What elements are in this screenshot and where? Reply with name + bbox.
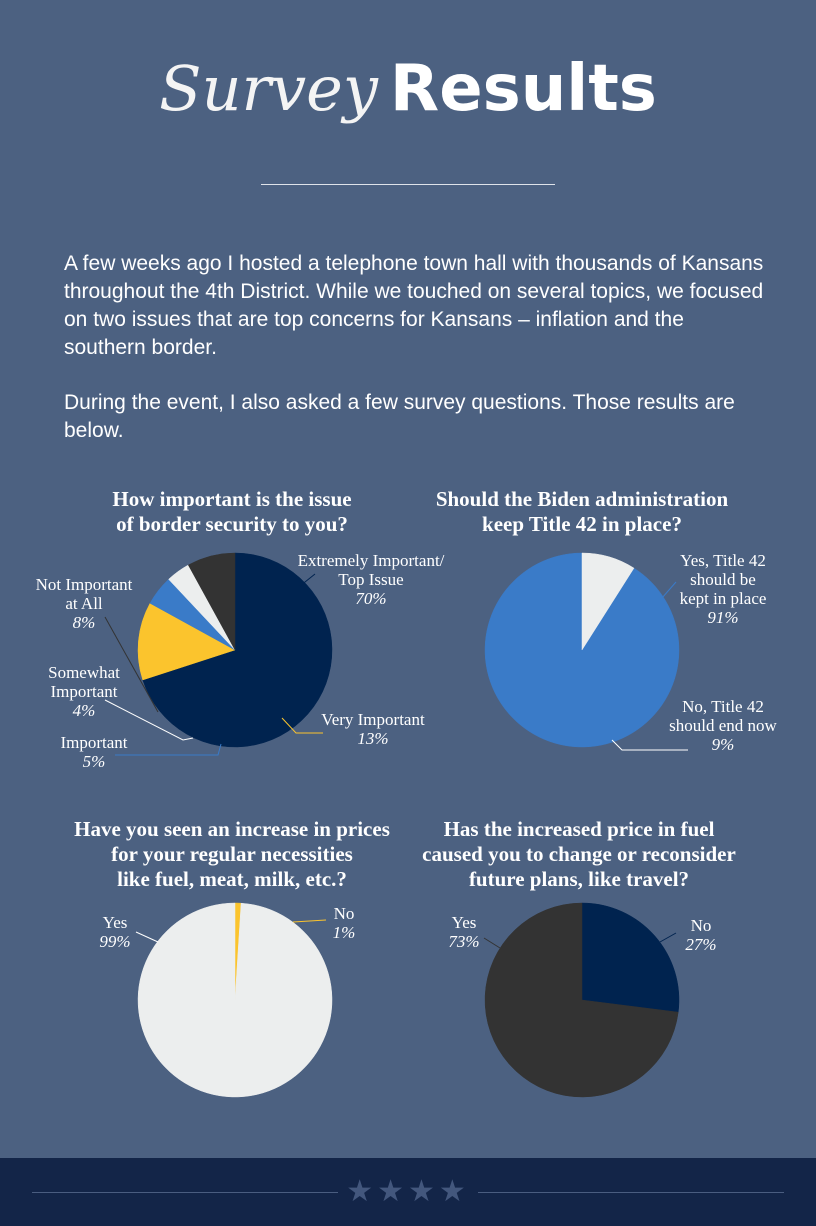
slice-label: Yes [103,913,128,932]
title-italic: Survey [159,52,378,125]
leader-line [104,616,159,713]
slice-label: Yes [452,913,477,932]
leader-line [135,931,159,943]
slice-percent: 99% [99,932,130,951]
slice-percent: 8% [73,613,96,632]
chart-title: Should the Biden administration keep Titl… [436,487,729,536]
leader-line [483,937,501,949]
page-title: Survey Results [0,52,816,126]
chart-title: Have you seen an increase in prices for y… [74,817,390,891]
slice-percent: 13% [357,729,388,748]
pie-chart-4: Has the increased price in fuel caused yo… [422,817,736,1098]
footer-line-right [478,1192,784,1193]
pie-slice [484,902,679,1098]
pie-slice [137,902,333,1098]
pie-slice [142,552,333,748]
slice-label: No [691,916,712,935]
slice-percent: 9% [712,735,735,754]
pie-slice [137,602,236,681]
pie-slice [581,552,635,651]
leader-line [611,739,688,751]
pie-chart-1: How important is the issue of border secu… [36,487,445,771]
chart-title: How important is the issue of border secu… [112,487,351,536]
survey-charts: How important is the issue of border secu… [36,487,778,1098]
slice-label: Somewhat Important [48,663,120,701]
footer-bar: ★★★★ [0,1158,816,1226]
slice-label: Important [60,733,127,752]
leader-line [115,743,222,756]
intro-paragraph-1: A few weeks ago I hosted a telephone tow… [64,252,764,359]
slice-percent: 91% [707,608,738,627]
stars-icon: ★★★★ [346,1174,470,1209]
slice-percent: 1% [333,923,356,942]
slice-percent: 27% [685,935,716,954]
footer-line-left [32,1192,338,1193]
pie-slice [581,902,680,1013]
pie-chart-3: Have you seen an increase in prices for y… [74,817,390,1098]
leader-line [281,717,323,734]
slice-label: No [334,904,355,923]
title-divider [261,184,555,185]
leader-line [104,699,194,741]
pie-chart-2: Should the Biden administration keep Titl… [436,487,778,754]
intro-paragraph-2: During the event, I also asked a few sur… [64,391,735,442]
slice-label: Extremely Important/Top Issue [298,551,445,589]
leader-line [299,573,316,587]
leader-line [292,919,327,923]
slice-percent: 5% [83,752,106,771]
slice-label: No, Title 42 should end now [669,697,777,735]
leader-line [659,932,677,943]
slice-percent: 4% [73,701,96,720]
slice-percent: 73% [448,932,479,951]
chart-title: Has the increased price in fuel caused yo… [422,817,736,891]
slice-label: Yes, Title 42 should be kept in place [680,551,767,608]
leader-line [661,581,677,599]
slice-label: Very Important [321,710,425,729]
slice-percent: 70% [355,589,386,608]
pie-slice [187,552,236,651]
title-bold: Results [389,52,657,126]
slice-label: Not Important at All [36,575,133,613]
